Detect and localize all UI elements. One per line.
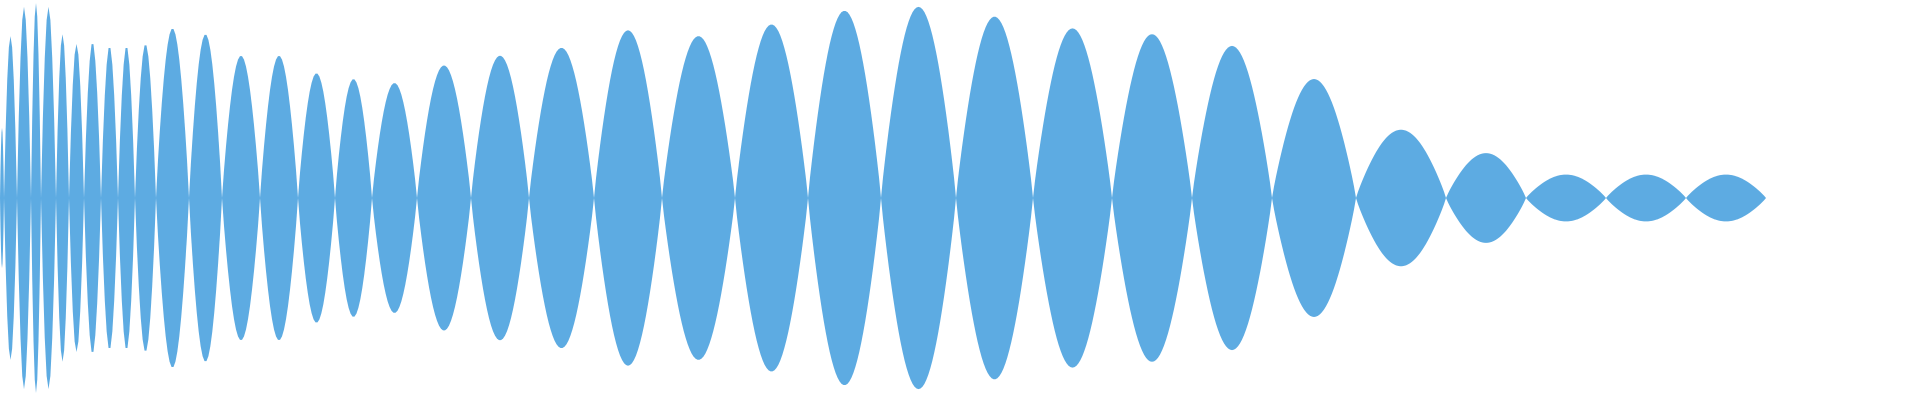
waveform-lobe — [260, 56, 298, 340]
waveform-lobe — [471, 55, 529, 341]
waveform-lobe — [1272, 79, 1356, 317]
waveform-lobe — [335, 79, 372, 317]
waveform-lobe — [1526, 174, 1606, 222]
waveform-lobe — [4, 36, 17, 360]
waveform-lobe — [69, 43, 84, 353]
waveform-lobe — [1033, 28, 1112, 368]
waveform-lobe — [1686, 174, 1766, 222]
waveform-lobe — [417, 65, 471, 331]
waveform-lobe — [84, 44, 101, 352]
waveform-lobe — [222, 56, 260, 340]
waveform-lobe — [0, 127, 4, 269]
waveform-lobe — [594, 30, 662, 366]
waveform-lobe — [101, 47, 118, 349]
waveform-lobe — [156, 29, 189, 367]
waveform-lobe — [1356, 129, 1446, 267]
waveform-lobe — [1112, 34, 1192, 362]
waveform-lobe — [135, 45, 156, 351]
waveform-lobe — [1446, 153, 1526, 243]
waveform-lobe — [56, 34, 69, 362]
waveform-lobes — [0, 3, 1766, 393]
waveform-lobe — [17, 6, 31, 390]
waveform-lobe — [735, 24, 808, 372]
waveform-lobe — [189, 34, 222, 362]
waveform-lobe — [118, 47, 135, 349]
waveform-lobe — [1606, 174, 1686, 222]
waveform-lobe — [956, 16, 1033, 380]
waveform-lobe — [662, 36, 735, 360]
waveform-lobe — [31, 3, 41, 393]
waveform-lobe — [529, 48, 594, 348]
waveform-lobe — [1192, 45, 1272, 351]
waveform-lobe — [298, 73, 335, 323]
waveform-lobe — [808, 10, 881, 386]
waveform-lobe — [881, 6, 956, 390]
waveform-lobe — [372, 83, 417, 313]
waveform-lobe — [41, 6, 56, 390]
